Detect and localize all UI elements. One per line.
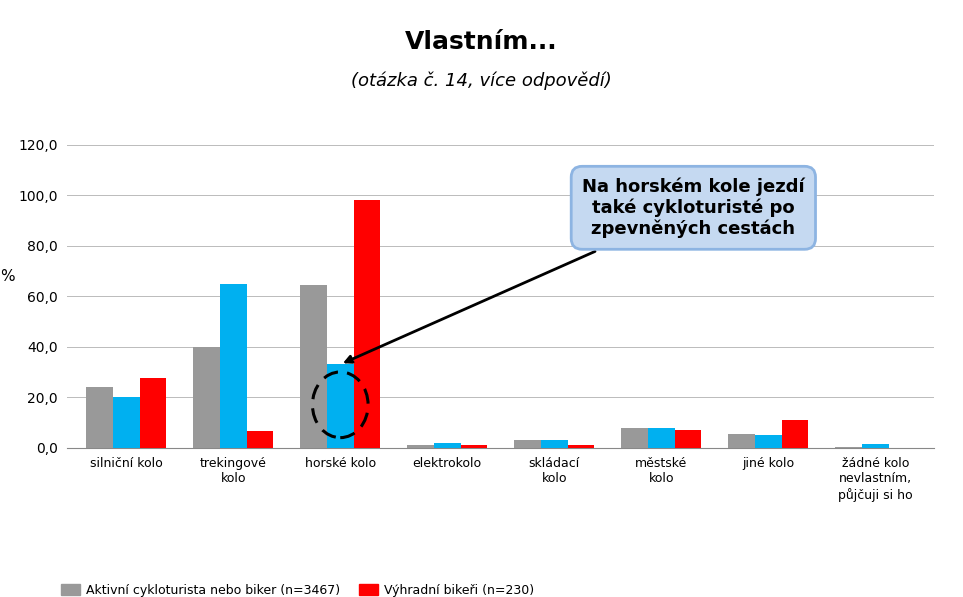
Bar xyxy=(434,443,460,448)
Y-axis label: %: % xyxy=(0,269,14,284)
Bar xyxy=(621,427,648,448)
Bar xyxy=(648,427,675,448)
Bar xyxy=(113,397,140,448)
Text: Vlastním...: Vlastním... xyxy=(405,30,558,54)
Text: (otázka č. 14, více odpovědí): (otázka č. 14, více odpovědí) xyxy=(351,72,612,90)
Bar xyxy=(541,440,567,448)
Bar xyxy=(460,445,487,448)
Bar xyxy=(755,435,782,448)
Bar xyxy=(247,431,273,448)
Bar xyxy=(782,420,808,448)
Bar xyxy=(140,378,167,448)
Bar xyxy=(835,447,862,448)
Bar xyxy=(220,284,247,448)
Bar xyxy=(353,200,380,448)
Bar xyxy=(514,440,541,448)
Bar xyxy=(728,434,755,448)
Bar xyxy=(407,445,434,448)
Bar xyxy=(675,430,701,448)
Bar xyxy=(300,285,326,448)
Bar xyxy=(194,347,220,448)
Text: Na horském kole jezdí
také cykloturisté po
zpevněných cestách: Na horském kole jezdí také cykloturisté … xyxy=(346,177,805,362)
Bar xyxy=(862,444,889,448)
Legend: Aktivní cykloturista nebo biker (n=3467), Výhradní cykloturisté (n=1495), Výhrad: Aktivní cykloturista nebo biker (n=3467)… xyxy=(56,578,539,597)
Bar xyxy=(326,364,353,448)
Bar xyxy=(567,445,594,448)
Bar xyxy=(86,387,113,448)
